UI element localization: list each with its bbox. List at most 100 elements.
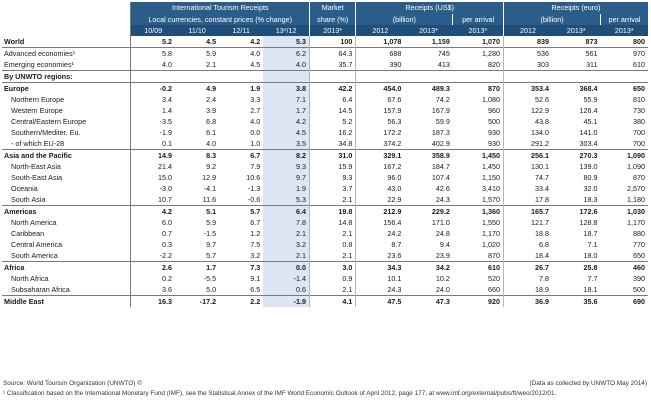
table-cell: 5.7 xyxy=(219,205,264,217)
table-cell: 18.7 xyxy=(583,228,598,238)
table-cell: 11.6 xyxy=(202,194,217,204)
row-label: Emerging economies¹ xyxy=(2,59,132,71)
source-note: Source: World Tourism Organization (UNWT… xyxy=(3,380,142,387)
table-cell: 18.0 xyxy=(583,250,598,260)
table-cell: 500 xyxy=(488,116,501,126)
table-cell: 7.8 xyxy=(503,273,553,284)
header-eur-billion: (billion) xyxy=(503,14,601,25)
table-row: Asia and the Pacific 14.9 8.3 6.7 8.2 31.0 329… xyxy=(2,149,648,161)
table-cell: 17.8 xyxy=(503,194,553,206)
table-cell: -1.5 xyxy=(203,228,217,238)
table-cell: 1,450 xyxy=(452,149,504,161)
table-cell: 1.2 xyxy=(250,228,261,238)
table-cell: 930 xyxy=(488,138,501,148)
table-cell: 9.1 xyxy=(250,273,261,283)
table-cell: 303 xyxy=(503,59,553,71)
table-cell xyxy=(309,70,356,83)
collection-note: (Data as collected by UNWTO May 2014) xyxy=(529,380,647,387)
table-cell: 64.3 xyxy=(309,47,356,59)
table-cell: 1,078 xyxy=(355,36,405,48)
header-period: 2013* xyxy=(600,25,648,36)
header-itr-title: International Tourism Receipts xyxy=(130,2,310,14)
header-row-periods: 10/09 11/10 12/11 13*/12 2013* 2012 2013* 2013*… xyxy=(2,25,648,36)
table-cell: 14.8 xyxy=(309,217,356,228)
row-label: South America xyxy=(2,250,132,262)
table-cell: 358.9 xyxy=(404,149,453,161)
table-cell: 1,080 xyxy=(482,94,501,104)
table-cell: -5.5 xyxy=(203,273,217,283)
table-cell: 0.0 xyxy=(250,127,261,137)
table-row: Europe -0.2 4.9 1.9 3.8 42.2 454.0 489.3 870 353.… xyxy=(2,82,648,94)
table-cell: 810 xyxy=(633,94,645,104)
table-row: Advanced economies¹ 5.8 5.9 4.0 6.2 64.3 688 74… xyxy=(2,47,648,59)
table-cell: 167.9 xyxy=(431,105,450,115)
table-cell: -4.1 xyxy=(203,183,217,193)
table-cell: 3.5 xyxy=(263,138,310,150)
table-cell: 561 xyxy=(552,47,601,59)
row-label: Europe xyxy=(2,82,132,94)
table-row: North Africa 0.2 -5.5 9.1 -1.4 0.9 10.1 10.2 520… xyxy=(2,273,648,284)
row-label: Advanced economies¹ xyxy=(2,47,132,59)
table-cell: 18.4 xyxy=(503,250,553,262)
table-cell: 380 xyxy=(633,116,645,126)
table-cell: 47.3 xyxy=(404,295,453,307)
header-corner xyxy=(2,14,132,25)
table-cell: -1.9 xyxy=(263,295,310,307)
row-label: Middle East xyxy=(2,295,132,307)
table-cell: 536 xyxy=(503,47,553,59)
header-period: 2013* xyxy=(452,25,504,36)
table-cell: 700 xyxy=(633,138,645,148)
table-cell: 745 xyxy=(404,47,453,59)
row-label: Northern Europe xyxy=(2,94,132,105)
table-row: South Asia 10.7 11.6 -0.6 5.3 2.1 22.9 24.3 1,57… xyxy=(2,194,648,206)
table-cell: 880 xyxy=(633,228,645,238)
row-label: Western Europe xyxy=(2,105,132,116)
table-cell: 1,030 xyxy=(600,205,648,217)
table-cell: 5.3 xyxy=(263,194,310,206)
table-cell: 96.0 xyxy=(355,172,405,183)
row-label: North-East Asia xyxy=(2,161,132,172)
row-label: North America xyxy=(2,217,132,228)
table-cell: 7.9 xyxy=(250,161,261,171)
table-cell: 402.9 xyxy=(431,138,450,148)
table-cell: 1,150 xyxy=(482,172,501,182)
header-period: 2012 xyxy=(503,25,553,36)
table-cell: 9.4 xyxy=(439,239,450,249)
table-cell: 413 xyxy=(437,59,450,69)
table-cell: 2.7 xyxy=(250,105,261,115)
table-cell: 930 xyxy=(488,127,501,137)
table-cell: 43.0 xyxy=(355,183,405,194)
row-label: Americas xyxy=(2,205,132,217)
table-cell: 2.1 xyxy=(206,59,217,69)
table-cell: 2.1 xyxy=(263,250,310,262)
table-cell: 6.8 xyxy=(503,239,553,250)
table-cell: 18.9 xyxy=(503,284,553,296)
table-cell: 24.0 xyxy=(435,284,450,294)
table-cell: 2.4 xyxy=(206,94,217,104)
table-cell: 24.3 xyxy=(435,194,450,204)
table-row: Subsaharan Africa 3.6 5.0 6.5 0.6 2.1 24.3 24.0… xyxy=(2,284,648,296)
table-cell: 0.1 xyxy=(162,138,173,148)
table-cell: 32.0 xyxy=(583,183,598,193)
table-cell: 16.2 xyxy=(309,127,356,138)
table-cell: 3.2 xyxy=(263,239,310,250)
table-cell: 67.6 xyxy=(355,94,405,105)
table-cell xyxy=(600,70,648,83)
table-cell: 24.3 xyxy=(355,284,405,296)
table-cell: 800 xyxy=(633,36,645,46)
table-cell: 4.5 xyxy=(250,59,261,69)
table-cell: 960 xyxy=(488,105,501,115)
table-row: Africa 2.6 1.7 7.3 0.0 3.0 34.3 34.2 610 26.7 25.8… xyxy=(2,261,648,273)
table-cell: 33.4 xyxy=(503,183,553,194)
table-cell: 500 xyxy=(633,284,645,294)
table-cell: 5.0 xyxy=(206,284,217,294)
table-cell: 42.6 xyxy=(435,183,450,193)
table-cell: 7.1 xyxy=(263,94,310,105)
table-cell: 55.9 xyxy=(583,94,598,104)
table-cell xyxy=(503,70,553,83)
table-cell: 870 xyxy=(488,250,501,260)
table-cell: 6.2 xyxy=(263,47,310,59)
table-cell: 4.5 xyxy=(263,127,310,138)
table-row: Middle East 16.3 -17.2 2.2 -1.9 4.1 47.5 47.3 92… xyxy=(2,295,648,307)
header-row-2: Local currencies, constant prices (% cha… xyxy=(2,14,648,25)
